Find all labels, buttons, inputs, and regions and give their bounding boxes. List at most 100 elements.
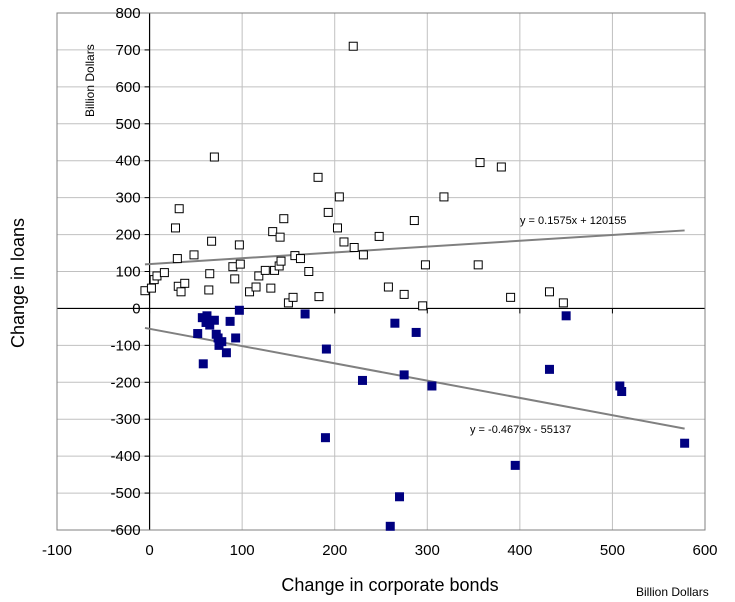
open-square-point (266, 283, 276, 293)
filled-square-point (680, 438, 690, 448)
open-square-point (254, 271, 264, 281)
open-square-point (314, 292, 324, 302)
open-square-point (260, 265, 270, 275)
open-square-point (439, 192, 449, 202)
y-tick-label: -500 (111, 485, 141, 502)
x-axis-title: Change in corporate bonds (281, 575, 498, 595)
filled-square-point (385, 521, 395, 531)
plot-frame (56, 12, 706, 531)
y-tick-label: 200 (116, 227, 141, 244)
filled-square-point (390, 318, 400, 328)
open-square-point (506, 292, 516, 302)
y-tick-label: 0 (132, 300, 140, 317)
open-square-point (275, 232, 285, 242)
y-axis-title: Change in loans (8, 218, 28, 348)
trendline (144, 326, 685, 430)
open-square-point (358, 250, 368, 260)
filled-square-point (193, 329, 203, 339)
y-tick-label: -200 (111, 374, 141, 391)
x-tick-label: 600 (692, 542, 717, 559)
open-square-point (418, 301, 428, 311)
open-square-point (304, 267, 314, 276)
open-square-point (288, 292, 298, 302)
open-square-point (251, 282, 261, 292)
open-square-point (409, 216, 419, 226)
filled-square-point (225, 316, 235, 326)
trendline-equation: y = 0.1575x + 120155 (520, 215, 626, 227)
y-tick-label: -400 (111, 448, 141, 465)
filled-square-point (198, 359, 208, 369)
filled-square-point (217, 337, 227, 347)
y-tick-label: 400 (116, 153, 141, 170)
open-square-point (152, 271, 162, 281)
x-tick-label: 0 (145, 542, 153, 559)
filled-square-point (399, 370, 409, 380)
open-square-point (348, 41, 358, 51)
open-square-point (209, 152, 219, 162)
trendline (144, 229, 685, 266)
zero-axis-lines (56, 12, 706, 531)
x-tick-label: 500 (600, 542, 625, 559)
filled-square-point (395, 492, 405, 502)
open-square-point (276, 256, 286, 266)
open-square-point (339, 237, 349, 247)
open-square-point (245, 287, 255, 297)
filled-square-point (320, 433, 330, 443)
open-square-point (332, 223, 342, 233)
open-square-point (170, 223, 180, 233)
trendlines (144, 229, 685, 430)
x-tick-label: -100 (42, 542, 72, 559)
open-square-point (176, 287, 186, 297)
open-square-point (146, 283, 156, 293)
filled-square-point (411, 327, 421, 337)
y-tick-label: -600 (111, 522, 141, 539)
filled-square-point (561, 311, 571, 321)
open-square-point (334, 192, 344, 202)
open-square-point (558, 298, 568, 308)
y-tick-label: 100 (116, 264, 141, 281)
filled-square-point (300, 309, 310, 319)
open-square-point (174, 204, 184, 214)
open-square-point (268, 227, 278, 237)
open-square-point (234, 240, 244, 250)
filled-square-point (617, 387, 627, 397)
open-square-point (189, 250, 199, 260)
open-square-point (159, 268, 169, 278)
filled-square-point (321, 344, 331, 354)
open-square-point (180, 278, 190, 288)
open-square-point (544, 287, 554, 297)
x-tick-label: 100 (230, 542, 255, 559)
y-tick-label: 500 (116, 116, 141, 133)
open-square-point (313, 172, 323, 182)
open-square-point (473, 260, 483, 270)
y-tick-label: 700 (116, 42, 141, 59)
open-square-point (228, 262, 238, 272)
open-square-point (235, 259, 245, 269)
open-square-point (295, 254, 305, 264)
open-square-point (279, 214, 289, 224)
filled-square-point (544, 364, 554, 374)
open-square-point (383, 282, 393, 292)
filled-square-point (231, 333, 241, 343)
filled-square-point (209, 315, 219, 325)
open-square-point (374, 231, 384, 241)
open-square-point (399, 289, 409, 299)
filled-square-point (202, 311, 212, 321)
open-square-point (323, 207, 333, 217)
x-tick-labels: -100 0 100 200 300 400 500 600 (42, 542, 718, 559)
open-square-point (230, 274, 240, 284)
filled-square-point (221, 348, 231, 358)
y-tick-label: 300 (116, 190, 141, 207)
data-markers (140, 41, 690, 531)
open-square-point (172, 254, 182, 264)
y-tick-label: -300 (111, 411, 141, 428)
trendline-equation: y = -0.4679x - 55137 (470, 424, 571, 436)
filled-square-point (357, 375, 367, 385)
y-tick-label: 800 (116, 5, 141, 22)
filled-square-point (205, 320, 215, 330)
open-square-point (283, 298, 293, 308)
x-tick-label: 300 (415, 542, 440, 559)
plot-border (56, 12, 706, 531)
filled-square-point (427, 381, 437, 391)
